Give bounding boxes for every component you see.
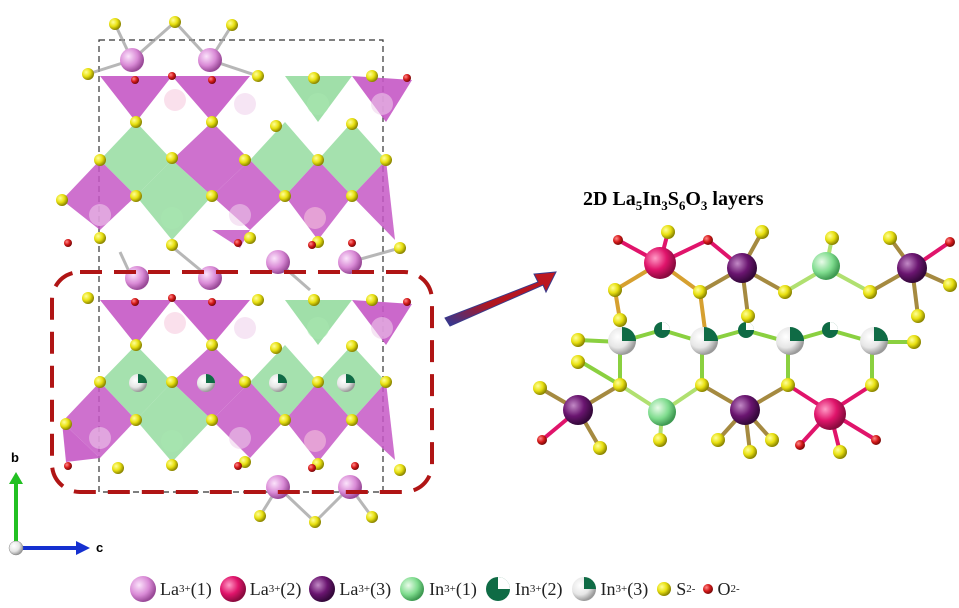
axis-label-c: c [96, 540, 104, 555]
legend-charge: 3+ [178, 583, 191, 595]
expand-arrow [444, 271, 557, 327]
legend-item-la1: La 3+ (1) [128, 575, 212, 603]
in1-sphere-icon [400, 577, 425, 601]
unit-cell-outline [98, 39, 384, 493]
upper-layer-polyhedra [62, 76, 412, 248]
s-spheres-left [56, 16, 406, 528]
legend-charge: 2- [686, 583, 696, 595]
s-spheres-right [533, 225, 957, 459]
in-spheres-right [608, 322, 888, 355]
legend-item-in3: In 3+ (3) [569, 575, 649, 603]
legend-item-in2: In 3+ (2) [483, 575, 563, 603]
legend-item-in1: In 3+ (1) [397, 575, 477, 603]
legend-label: In [600, 578, 616, 599]
legend-charge: 3+ [615, 583, 628, 595]
axis-indicator [8, 472, 90, 556]
legend-site: (1) [190, 578, 212, 599]
la3-sphere-icon [309, 576, 336, 602]
la2-sphere-icon [219, 576, 246, 602]
legend-site: (1) [455, 578, 477, 599]
o-spheres-right [537, 235, 955, 450]
legend-label: La [160, 578, 179, 599]
legend-charge: 3+ [358, 583, 371, 595]
legend-label: O [717, 578, 731, 599]
legend-site: (2) [280, 578, 302, 599]
legend-label: La [249, 578, 269, 599]
legend-site: (3) [370, 578, 392, 599]
large-cation-spheres-right [563, 247, 927, 430]
crystal-structure-left [50, 16, 434, 528]
s-sphere-icon [657, 582, 672, 596]
legend-label: S [676, 578, 687, 599]
layer-title: 2D La5In3S6O3 layers [583, 188, 764, 213]
legend-site: (3) [627, 578, 649, 599]
legend-label: In [429, 578, 445, 599]
lower-layer-polyhedra [62, 300, 412, 462]
in-spheres-lower [129, 374, 355, 392]
legend-charge: 2- [730, 583, 740, 595]
legend-charge: 3+ [268, 583, 281, 595]
legend-item-s: S 2- [654, 575, 695, 603]
legend-item-la2: La 3+ (2) [218, 575, 302, 603]
o-spheres-left [64, 72, 411, 472]
isolated-layer-structure [533, 225, 957, 459]
legend-label: La [339, 578, 359, 599]
in2-sphere-icon [485, 577, 510, 601]
in3-sphere-icon [571, 577, 596, 601]
legend-label: In [514, 578, 530, 599]
legend-site: (2) [541, 578, 563, 599]
legend-item-o: O 2- [701, 575, 740, 603]
polyhedra-center-cations [89, 89, 393, 452]
legend-charge: 3+ [529, 583, 542, 595]
legend: La 3+ (1) La 3+ (2) La 3+ (3) In 3+ (1) In 3+ (2) … [128, 574, 746, 604]
legend-item-la3: La 3+ (3) [307, 575, 391, 603]
o-sphere-icon [703, 584, 714, 594]
la1-sphere-icon [130, 576, 156, 602]
legend-charge: 3+ [444, 583, 456, 595]
axis-label-b: b [11, 450, 19, 465]
layer-highlight-box [50, 270, 434, 494]
